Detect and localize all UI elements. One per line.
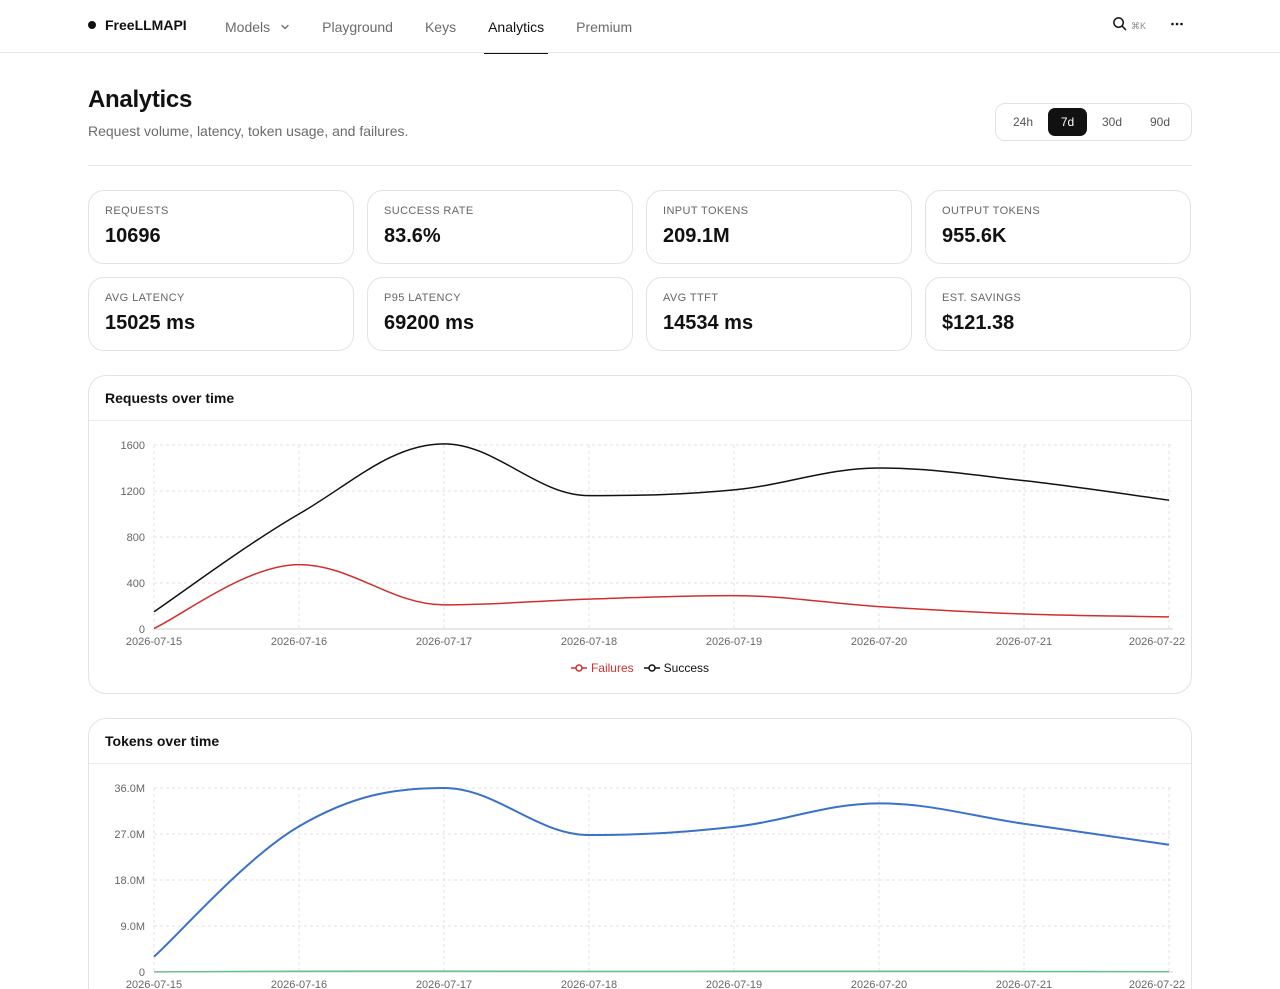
x-tick-label: 2026-07-18 (561, 979, 617, 989)
y-tick-label: 18.0M (114, 875, 145, 887)
nav-item-models[interactable]: Models (225, 0, 290, 53)
main-nav: Models Playground Keys Analytics Premium (225, 0, 664, 54)
chart-card-title: Tokens over time (89, 719, 1191, 764)
nav-item-keys[interactable]: Keys (425, 0, 456, 53)
nav-item-label: Premium (576, 18, 633, 35)
brand-name: FreeLLMAPI (105, 17, 187, 33)
x-tick-label: 2026-07-21 (996, 979, 1052, 989)
series-line-success[interactable] (153, 443, 1170, 613)
stat-label: P95 LATENCY (384, 292, 461, 304)
series-line-series-1[interactable] (153, 970, 1170, 973)
range-button-24h[interactable]: 24h (1012, 115, 1034, 129)
x-tick-label: 2026-07-19 (706, 979, 762, 989)
x-tick-label: 2026-07-22 (1129, 979, 1185, 989)
search-shortcut: ⌘K (1130, 20, 1146, 31)
x-tick-label: 2026-07-19 (706, 636, 762, 648)
y-tick-label: 36.0M (114, 783, 145, 795)
requests-chart-card: Requests over time 0 400 800 1200 1600 2026-0… (88, 375, 1192, 694)
header-divider (88, 165, 1192, 166)
x-tick-label: 2026-07-15 (126, 636, 182, 648)
nav-item-playground[interactable]: Playground (322, 0, 393, 53)
time-range-selector: 24h 7d 30d 90d (995, 103, 1192, 141)
brand-dot-icon (88, 21, 96, 29)
stat-value: 15025 ms (105, 312, 196, 334)
y-tick-label: 9.0M (121, 921, 145, 933)
nav-item-label: Models (225, 18, 271, 35)
stat-label: INPUT TOKENS (663, 205, 749, 217)
stat-label: EST. SAVINGS (942, 292, 1022, 304)
stat-card-avg-latency: AVG LATENCY 15025 ms (88, 277, 354, 351)
y-tick-label: 1200 (121, 486, 145, 498)
nav-item-label: Playground (322, 18, 393, 35)
y-tick-label: 27.0M (114, 829, 145, 841)
chart-card-title: Requests over time (89, 376, 1191, 421)
search-icon (1112, 16, 1127, 36)
legend-item-failures[interactable]: Failures (570, 661, 634, 675)
range-button-90d[interactable]: 90d (1149, 115, 1171, 129)
tokens-line-chart: 0 9.0M 18.0M 27.0M 36.0M 2026-07-15 2026-07-16… (114, 783, 1185, 989)
stat-card-success-rate: SUCCESS RATE 83.6% (367, 190, 633, 264)
more-button[interactable] (1170, 17, 1184, 36)
top-nav-bar: FreeLLMAPI Models Playground Keys Analyt… (0, 0, 1280, 54)
range-button-30d[interactable]: 30d (1101, 115, 1123, 129)
stat-value: 10696 (105, 225, 161, 247)
topbar-actions: ⌘K (1112, 16, 1184, 36)
more-horizontal-icon (1170, 17, 1184, 36)
x-tick-label: 2026-07-15 (126, 979, 182, 989)
nav-item-label: Analytics (488, 18, 545, 35)
legend-item-success[interactable]: Success (643, 661, 710, 675)
requests-line-chart: 0 400 800 1200 1600 2026-07-15 2026-07-16 2026-… (121, 440, 1186, 648)
search-button[interactable]: ⌘K (1112, 16, 1146, 36)
y-tick-label: 0 (139, 624, 145, 636)
legend-marker-icon (570, 664, 587, 672)
chevron-down-icon (280, 22, 290, 32)
stat-card-avg-ttft: AVG TTFT 14534 ms (646, 277, 912, 351)
y-tick-label: 1600 (121, 440, 145, 452)
stat-card-output-tokens: OUTPUT TOKENS 955.6K (925, 190, 1191, 264)
stats-grid: REQUESTS 10696 SUCCESS RATE 83.6% INPUT … (88, 190, 1192, 351)
x-tick-label: 2026-07-21 (996, 636, 1052, 648)
stat-card-p95-latency: P95 LATENCY 69200 ms (367, 277, 633, 351)
x-tick-label: 2026-07-17 (416, 636, 472, 648)
nav-item-analytics[interactable]: Analytics (484, 0, 549, 54)
nav-item-premium[interactable]: Premium (576, 0, 632, 53)
nav-item-label: Keys (424, 18, 457, 35)
series-line-series-0[interactable] (153, 786, 1170, 958)
y-tick-label: 800 (127, 532, 145, 544)
stat-label: REQUESTS (105, 205, 169, 217)
stat-label: AVG LATENCY (105, 292, 185, 304)
y-tick-label: 400 (127, 578, 145, 590)
stat-card-requests: REQUESTS 10696 (88, 190, 354, 264)
stat-label: SUCCESS RATE (384, 205, 474, 217)
y-tick-label: 0 (139, 967, 145, 979)
series-line-failures[interactable] (153, 563, 1170, 630)
x-tick-label: 2026-07-18 (561, 636, 617, 648)
range-button-7d[interactable]: 7d (1048, 108, 1087, 136)
stat-card-est-savings: EST. SAVINGS $121.38 (925, 277, 1191, 351)
legend-label: Failures (590, 661, 634, 675)
stat-label: OUTPUT TOKENS (942, 205, 1041, 217)
x-tick-label: 2026-07-17 (416, 979, 472, 989)
legend-marker-icon (643, 664, 660, 672)
legend-label: Success (663, 661, 710, 675)
stat-label: AVG TTFT (663, 292, 719, 304)
x-tick-label: 2026-07-20 (851, 979, 907, 989)
x-tick-label: 2026-07-22 (1129, 636, 1185, 648)
x-tick-label: 2026-07-16 (271, 979, 327, 989)
page-title: Analytics (88, 86, 193, 113)
stat-value: $121.38 (942, 312, 1015, 334)
tokens-chart-card: Tokens over time 0 9.0M 18.0M 27.0M 36.0M 202… (88, 718, 1192, 989)
x-tick-label: 2026-07-16 (271, 636, 327, 648)
chart-legend: Failures Success (89, 661, 1191, 675)
stat-card-input-tokens: INPUT TOKENS 209.1M (646, 190, 912, 264)
brand[interactable]: FreeLLMAPI (88, 17, 187, 33)
stat-value: 14534 ms (663, 312, 754, 334)
x-tick-label: 2026-07-20 (851, 636, 907, 648)
stat-value: 83.6% (384, 225, 441, 247)
stat-value: 955.6K (942, 225, 1007, 247)
stat-value: 209.1M (663, 225, 730, 247)
page-subtitle: Request volume, latency, token usage, an… (88, 123, 409, 139)
stat-value: 69200 ms (384, 312, 475, 334)
